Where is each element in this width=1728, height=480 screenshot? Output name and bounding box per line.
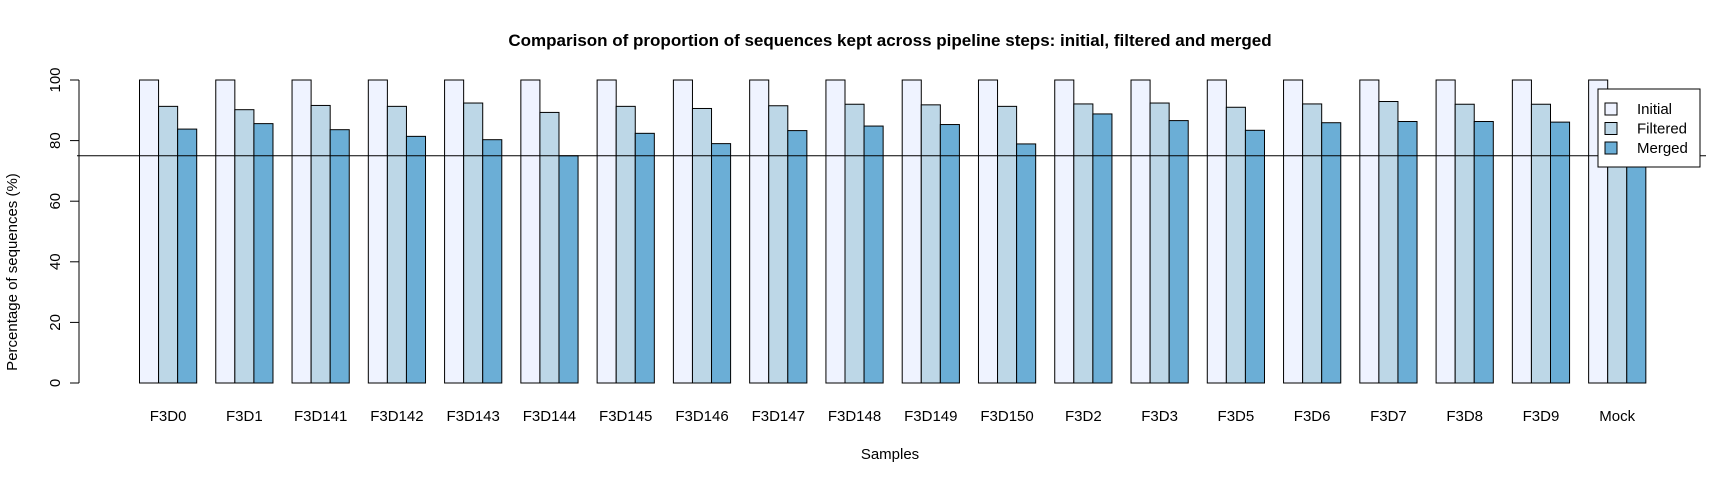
legend-label-initial: Initial [1637,101,1672,118]
bar-initial-f3d2 [1054,79,1075,384]
x-category-label: F3D8 [1446,408,1483,425]
bar-merged-f3d149 [939,124,960,384]
y-tick-label: 20 [47,314,64,331]
bar-merged-f3d6 [1321,122,1342,384]
bar-merged-f3d142 [405,135,427,384]
bar-initial-f3d144 [520,79,541,384]
bar-merged-f3d7 [1397,121,1418,384]
y-axis-ticks: 0 20 40 60 80 100 [47,67,79,387]
x-category-label: F3D147 [752,408,805,425]
x-category-label: Mock [1599,408,1635,425]
bars-group [139,79,1647,384]
bar-merged-f3d150 [1016,143,1037,384]
bar-merged-f3d8 [1473,121,1494,384]
x-category-label: F3D149 [904,408,957,425]
bar-initial-f3d1 [215,79,236,384]
x-axis-title: Samples [861,446,919,463]
legend-swatch-initial [1604,102,1618,116]
x-category-label: F3D143 [447,408,500,425]
bar-initial-f3d9 [1511,79,1532,384]
x-category-label: F3D6 [1294,408,1331,425]
legend: Initial Filtered Merged [1597,88,1701,168]
bar-initial-f3d5 [1206,79,1227,384]
bar-merged-f3d148 [863,125,884,384]
bar-merged-f3d3 [1168,120,1189,384]
bar-initial-f3d146 [672,79,693,384]
x-category-label: F3D144 [523,408,576,425]
bar-initial-f3d147 [749,79,770,384]
bar-filtered-f3d144 [539,111,560,384]
bar-filtered-f3d7 [1378,101,1399,384]
bar-filtered-f3d2 [1073,103,1094,384]
bar-filtered-f3d6 [1302,103,1323,384]
x-category-label: F3D9 [1523,408,1560,425]
bar-filtered-f3d142 [386,105,407,384]
bar-initial-f3d148 [825,79,846,384]
bar-initial-f3d145 [596,79,617,384]
bar-merged-f3d2 [1092,113,1113,384]
bar-initial-f3d6 [1283,79,1304,384]
bar-filtered-f3d3 [1149,102,1170,384]
bar-initial-f3d143 [444,79,465,384]
x-category-label: F3D150 [980,408,1033,425]
bar-initial-f3d150 [977,79,999,384]
bar-filtered-f3d141 [310,104,331,384]
bar-filtered-f3d149 [920,104,941,384]
bar-filtered-f3d143 [463,102,484,384]
bar-merged-f3d144 [558,155,579,384]
bar-initial-f3d149 [901,79,922,384]
y-tick-label: 40 [47,253,64,270]
bar-filtered-f3d1 [234,109,255,384]
x-category-label: F3D148 [828,408,881,425]
bar-filtered-f3d150 [997,105,1018,384]
bar-initial-f3d8 [1435,79,1456,384]
y-tick-label: 80 [47,132,64,149]
bar-filtered-f3d148 [844,103,865,384]
x-category-label: F3D141 [294,408,347,425]
x-category-label: F3D5 [1218,408,1255,425]
bar-merged-f3d0 [177,128,198,384]
x-category-label: F3D1 [226,408,263,425]
bar-merged-f3d145 [634,132,655,384]
bar-filtered-f3d146 [691,107,713,384]
x-category-label: F3D3 [1141,408,1178,425]
bar-initial-f3d0 [139,79,160,384]
x-category-label: F3D2 [1065,408,1102,425]
x-category-label: F3D145 [599,408,652,425]
y-tick-label: 0 [47,379,64,387]
legend-swatch-merged [1604,141,1618,155]
legend-label-filtered: Filtered [1637,121,1687,138]
bar-merged-f3d1 [253,123,274,384]
bar-merged-f3d146 [711,143,732,384]
bar-merged-f3d143 [482,139,503,384]
y-tick-label: 100 [47,67,64,92]
bar-filtered-f3d8 [1454,103,1475,384]
x-category-label: F3D7 [1370,408,1407,425]
bar-merged-f3d141 [329,129,350,384]
legend-swatch-filtered [1604,122,1618,135]
y-axis-title: Percentage of sequences (%) [4,173,21,371]
bar-filtered-f3d147 [768,105,789,384]
bar-initial-f3d3 [1130,79,1151,384]
bar-merged-f3d5 [1244,129,1265,384]
bar-merged-f3d147 [787,130,808,384]
bar-filtered-f3d9 [1530,103,1552,384]
y-tick-label: 60 [47,193,64,210]
bar-filtered-f3d5 [1225,106,1246,384]
legend-label-merged: Merged [1637,140,1688,157]
bar-initial-f3d141 [291,79,312,384]
bar-initial-f3d7 [1359,79,1380,384]
bar-initial-f3d142 [367,79,388,384]
bar-filtered-f3d145 [615,105,636,384]
x-axis-categories: F3D0 F3D1 F3D141 F3D142 F3D143 F3D144 F3D145 F3… [150,408,1636,425]
x-category-label: F3D146 [675,408,728,425]
bar-filtered-f3d0 [158,105,179,384]
x-category-label: F3D0 [150,408,187,425]
bar-merged-f3d9 [1550,121,1571,384]
x-category-label: F3D142 [370,408,423,425]
chart-title: Comparison of proportion of sequences ke… [508,31,1271,50]
